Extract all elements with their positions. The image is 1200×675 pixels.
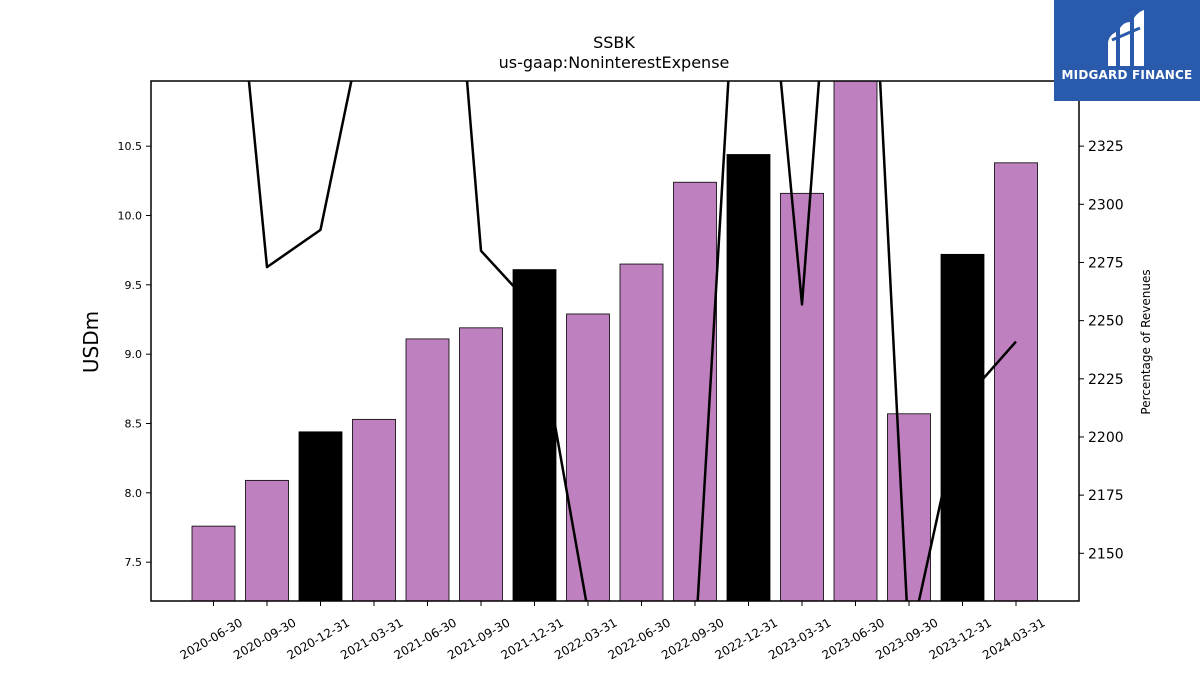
y-tick-label: 10.5 bbox=[118, 140, 143, 153]
bar-2020-09-30 bbox=[245, 479, 289, 602]
y2-tick-label: 2275 bbox=[1088, 255, 1124, 271]
bars-layer bbox=[191, 80, 1038, 602]
y2-axis-label: Percentage of Revenues bbox=[1139, 269, 1153, 414]
bar-2024-03-31 bbox=[994, 162, 1038, 602]
y2-tick-label: 2300 bbox=[1088, 197, 1124, 213]
y-tick-label: 9.0 bbox=[125, 348, 143, 361]
chart-title: SSBK bbox=[593, 33, 635, 52]
y-tick-label: 10.0 bbox=[118, 210, 143, 223]
y2-tick-label: 2150 bbox=[1088, 546, 1124, 562]
bar-2021-09-30 bbox=[459, 327, 503, 602]
brand-logo: MIDGARD FINANCE bbox=[1054, 0, 1200, 101]
bar-2022-03-31 bbox=[566, 313, 610, 602]
bar-2023-06-30 bbox=[833, 80, 878, 602]
logo-text: MIDGARD FINANCE bbox=[1061, 68, 1193, 82]
y-tick-label: 8.5 bbox=[125, 418, 143, 431]
logo-mark-icon bbox=[1108, 10, 1144, 66]
bar-2022-06-30 bbox=[619, 263, 664, 602]
bar-2021-06-30 bbox=[405, 338, 450, 602]
chart-subtitle: us-gaap:NoninterestExpense bbox=[499, 53, 730, 72]
y2-tick-label: 2325 bbox=[1088, 139, 1124, 155]
y2-tick-label: 2250 bbox=[1088, 314, 1124, 330]
y2-tick-label: 2175 bbox=[1088, 488, 1124, 504]
x-axis: 2020-06-302020-09-302020-12-312021-03-31… bbox=[178, 601, 1048, 662]
y-axis: 7.5 8.0 8.5 9.0 9.5 10.0 10.5 bbox=[118, 140, 151, 569]
bar-2023-09-30 bbox=[887, 413, 931, 602]
bar-2022-12-31 bbox=[726, 154, 771, 602]
line-layer bbox=[247, 81, 1017, 601]
bar-2023-03-31 bbox=[780, 192, 824, 602]
bar-2020-12-31 bbox=[298, 431, 343, 602]
plot-frame bbox=[150, 80, 1080, 602]
y2-tick-label: 2225 bbox=[1088, 372, 1124, 388]
y-tick-label: 7.5 bbox=[125, 556, 143, 569]
bar-2020-06-30 bbox=[191, 525, 236, 602]
bar-2021-03-31 bbox=[352, 418, 396, 602]
y2-tick-label: 2200 bbox=[1088, 430, 1124, 446]
y-tick-label: 9.5 bbox=[125, 279, 143, 292]
bar-2021-12-31 bbox=[512, 269, 557, 602]
series-line bbox=[247, 81, 1017, 601]
bar-2023-12-31 bbox=[940, 253, 985, 602]
y2-axis: 2150 2175 2200 2225 2250 2275 2300 2325 bbox=[1079, 139, 1124, 562]
y-tick-label: 8.0 bbox=[125, 487, 143, 500]
y-axis-label: USDm bbox=[79, 311, 103, 373]
